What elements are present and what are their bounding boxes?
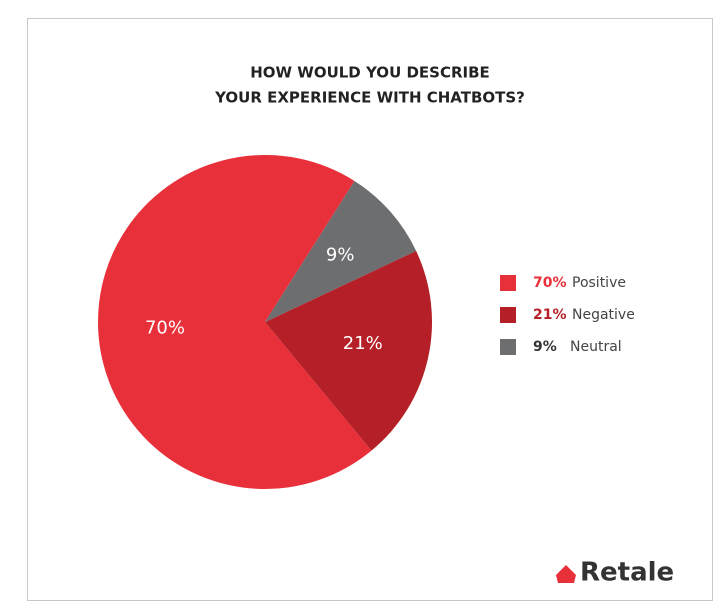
chart-title: HOW WOULD YOU DESCRIBE [250, 64, 490, 82]
legend-swatch [500, 307, 516, 323]
data-label: 70% [145, 317, 185, 338]
legend-item: 21% Negative [500, 307, 635, 323]
logo-text: Retale [580, 558, 674, 588]
legend-item: 9% Neutral [500, 339, 622, 355]
pie-slice [265, 180, 417, 322]
data-label: 21% [343, 333, 383, 354]
logo: Retale [556, 558, 674, 588]
legend-label: Negative [572, 307, 635, 323]
legend-value: 70% [533, 275, 567, 291]
chart-title: YOUR EXPERIENCE WITH CHATBOTS? [214, 89, 525, 107]
logo-icon [556, 565, 576, 583]
legend-item: 70% Positive [500, 275, 626, 291]
legend-swatch [500, 339, 516, 355]
pie-slice [265, 250, 432, 451]
legend-swatch [500, 275, 516, 291]
legend-label: Positive [572, 275, 626, 291]
legend-value: 9% [533, 339, 557, 355]
legend-value: 21% [533, 307, 567, 323]
legend-label: Neutral [570, 339, 622, 355]
pie-slice [98, 155, 372, 489]
data-label: 9% [326, 245, 355, 266]
